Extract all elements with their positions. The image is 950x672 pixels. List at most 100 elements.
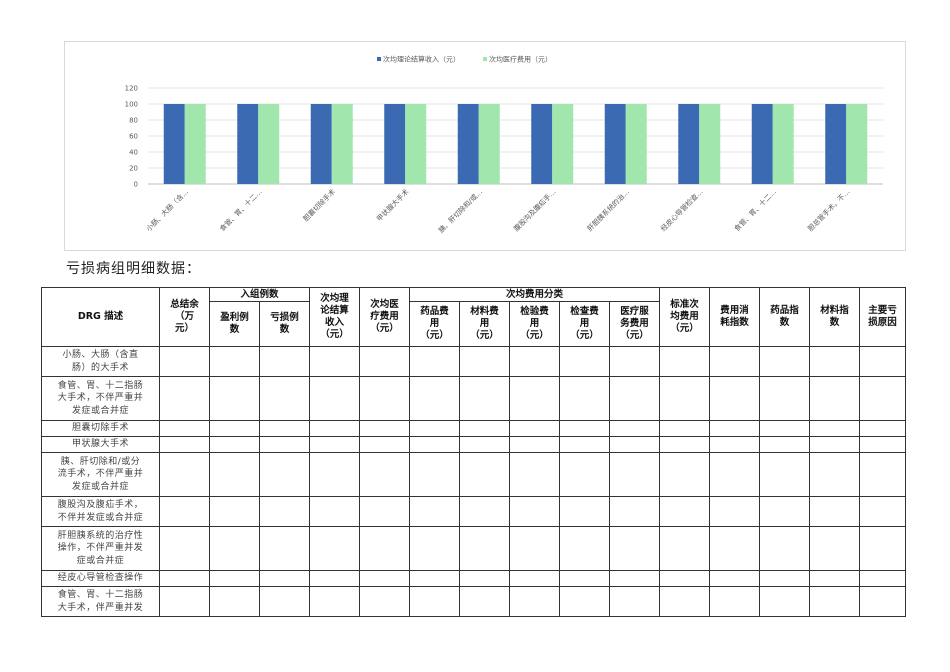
empty-cell bbox=[258, 436, 311, 453]
drg-description-cell: 甲状腺大手术 bbox=[41, 436, 160, 453]
bar bbox=[405, 104, 427, 184]
empty-cell bbox=[309, 420, 361, 437]
empty-cell bbox=[409, 346, 461, 377]
drg-description-cell: 食管、胃、十二指肠 大手术，不伴严重并 发症或合并症 bbox=[41, 376, 160, 421]
bar bbox=[310, 104, 332, 184]
bar bbox=[625, 104, 647, 184]
empty-cell bbox=[709, 420, 761, 437]
chart-container: 0 20 40 60 80 100 120 次均理论结算收入（元） 次均医疗费用（元） 小肠、大肠… bbox=[64, 41, 906, 251]
empty-cell bbox=[359, 436, 411, 453]
y-tick-label: 20 bbox=[129, 165, 138, 173]
empty-cell bbox=[359, 452, 411, 497]
empty-cell bbox=[659, 346, 711, 377]
empty-cell bbox=[809, 376, 861, 421]
empty-cell bbox=[309, 452, 361, 497]
empty-cell bbox=[809, 586, 861, 617]
empty-cell bbox=[709, 570, 761, 587]
empty-cell bbox=[209, 436, 260, 453]
empty-cell bbox=[809, 420, 861, 437]
table-row: 肝胆胰系统的治疗性 操作，不伴严重并发 症或合并症 bbox=[41, 526, 907, 571]
bar bbox=[772, 104, 794, 184]
empty-cell bbox=[258, 586, 311, 617]
empty-cell bbox=[759, 570, 811, 587]
empty-cell bbox=[859, 452, 907, 497]
empty-cell bbox=[258, 420, 311, 437]
header-avg-cost-breakdown: 次均费用分类 bbox=[409, 287, 661, 302]
empty-cell bbox=[609, 526, 661, 571]
empty-cell bbox=[609, 570, 661, 587]
empty-cell bbox=[359, 496, 411, 527]
empty-cell bbox=[559, 376, 611, 421]
empty-cell bbox=[509, 586, 561, 617]
empty-cell bbox=[709, 452, 761, 497]
empty-cell bbox=[709, 526, 761, 571]
empty-cell bbox=[509, 452, 561, 497]
bar bbox=[331, 104, 353, 184]
empty-cell bbox=[809, 452, 861, 497]
y-tick-label: 60 bbox=[129, 133, 138, 141]
empty-cell bbox=[709, 586, 761, 617]
empty-cell bbox=[759, 436, 811, 453]
drg-description-cell: 胆囊切除手术 bbox=[41, 420, 160, 437]
y-tick-label: 0 bbox=[134, 181, 138, 189]
empty-cell bbox=[609, 496, 661, 527]
empty-cell bbox=[209, 570, 260, 587]
table-row: 胆囊切除手术 bbox=[41, 420, 907, 437]
empty-cell bbox=[809, 346, 861, 377]
empty-cell bbox=[659, 570, 711, 587]
empty-cell bbox=[258, 526, 311, 571]
empty-cell bbox=[659, 436, 711, 453]
empty-cell bbox=[359, 586, 411, 617]
empty-cell bbox=[509, 526, 561, 571]
empty-cell bbox=[159, 526, 210, 571]
empty-cell bbox=[459, 496, 511, 527]
empty-cell bbox=[609, 376, 661, 421]
empty-cell bbox=[209, 420, 260, 437]
legend-swatch bbox=[483, 57, 487, 61]
x-category-label: 胰、肝切除和/或… bbox=[437, 187, 485, 235]
table-row: 食管、胃、十二指肠 大手术，伴严重并发 bbox=[41, 586, 907, 617]
y-tick-label: 80 bbox=[129, 117, 138, 125]
empty-cell bbox=[859, 570, 907, 587]
x-category-label: 甲状腺大手术 bbox=[375, 187, 411, 223]
header-total-balance: 总结余 （万 元） bbox=[159, 287, 210, 347]
empty-cell bbox=[759, 452, 811, 497]
empty-cell bbox=[609, 586, 661, 617]
table-row: 小肠、大肠（含直 肠）的大手术 bbox=[41, 346, 907, 377]
empty-cell bbox=[759, 346, 811, 377]
empty-cell bbox=[859, 496, 907, 527]
empty-cell bbox=[559, 452, 611, 497]
empty-cell bbox=[809, 526, 861, 571]
empty-cell bbox=[859, 346, 907, 377]
empty-cell bbox=[459, 420, 511, 437]
empty-cell bbox=[559, 496, 611, 527]
header-standard-avg-cost: 标准次 均费用 （元） bbox=[659, 287, 711, 347]
drg-description-cell: 食管、胃、十二指肠 大手术，伴严重并发 bbox=[41, 586, 160, 617]
table-row: 经皮心导管检查操作 bbox=[41, 570, 907, 587]
empty-cell bbox=[659, 376, 711, 421]
empty-cell bbox=[258, 452, 311, 497]
legend-swatch bbox=[377, 57, 381, 61]
empty-cell bbox=[258, 496, 311, 527]
table-row: 腹股沟及腹疝手术， 不伴并发症或合并症 bbox=[41, 496, 907, 527]
empty-cell bbox=[309, 526, 361, 571]
bar bbox=[478, 104, 500, 184]
empty-cell bbox=[209, 526, 260, 571]
empty-cell bbox=[709, 376, 761, 421]
empty-cell bbox=[459, 452, 511, 497]
header-drug-cost: 药品费用（元） bbox=[409, 301, 461, 347]
y-tick-label: 40 bbox=[129, 149, 138, 157]
empty-cell bbox=[159, 452, 210, 497]
table-row: 甲状腺大手术 bbox=[41, 436, 907, 453]
legend-label: 次均理论结算收入（元） bbox=[383, 55, 460, 64]
empty-cell bbox=[258, 570, 311, 587]
empty-cell bbox=[209, 376, 260, 421]
empty-cell bbox=[759, 376, 811, 421]
empty-cell bbox=[759, 526, 811, 571]
loss-group-table: DRG 描述 总结余 （万 元） 入组例数 次均理 论结算 收入 （元） 次均医 疗费用 （元… bbox=[41, 287, 907, 617]
x-category-label: 小肠、大肠（含… bbox=[144, 187, 190, 233]
empty-cell bbox=[309, 436, 361, 453]
bar bbox=[531, 104, 553, 184]
empty-cell bbox=[459, 526, 511, 571]
empty-cell bbox=[159, 496, 210, 527]
